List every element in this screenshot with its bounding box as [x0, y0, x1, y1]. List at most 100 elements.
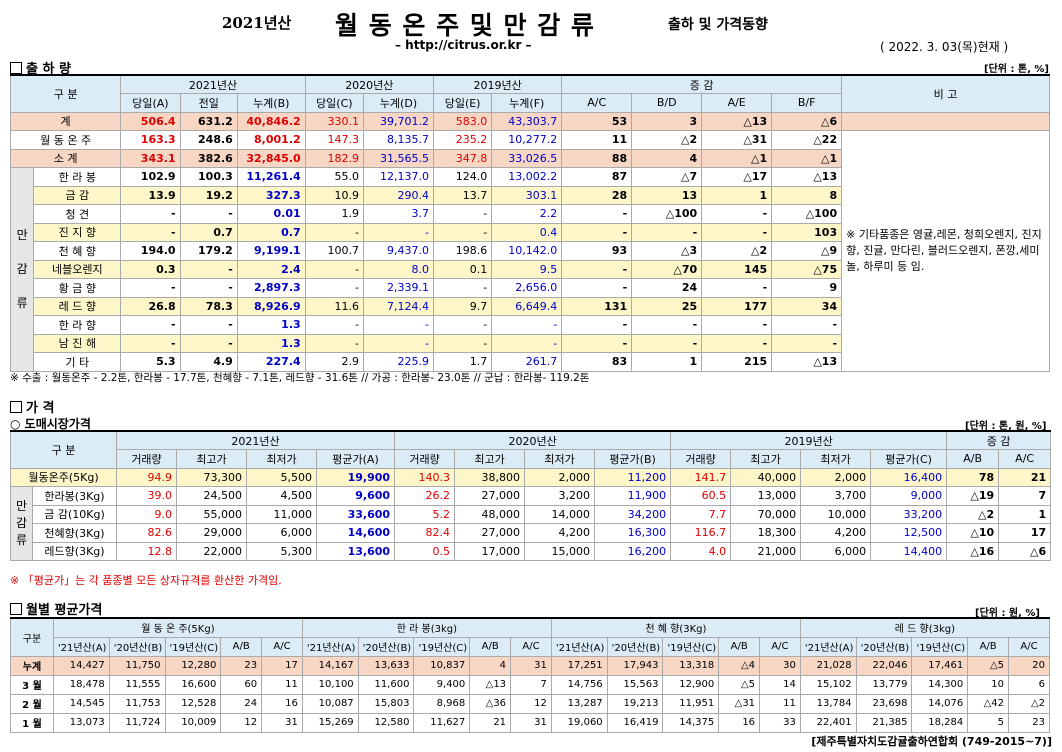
- table-cell: 10: [967, 674, 1010, 695]
- table-cell: 17,251: [550, 655, 608, 676]
- table-cell: 31: [510, 712, 552, 733]
- table-cell: 19,213: [606, 693, 664, 714]
- table-cell: 330.1: [304, 111, 364, 131]
- row-label: 금 감: [33, 185, 122, 205]
- table-cell: 17,943: [606, 655, 664, 676]
- table-cell: 1.3: [236, 315, 306, 335]
- table-cell: 93: [561, 241, 633, 261]
- header-gubun: 구분: [10, 617, 54, 657]
- table-cell: 94.9: [116, 467, 177, 487]
- table-cell: △6: [771, 111, 843, 131]
- table-row: 계 506.4 631.2 40,846.2 330.1 39,701.2 583.0 43,…: [9, 111, 1050, 131]
- header-gubun: 구 분: [9, 74, 122, 113]
- table-cell: -: [491, 333, 563, 353]
- table-cell: 19,900: [315, 467, 396, 487]
- table-cell: 12: [220, 712, 263, 733]
- row-label: 월동온주(5Kg): [10, 467, 117, 487]
- subheader-cell: 누계(D): [362, 93, 434, 113]
- table-cell: -: [179, 204, 238, 224]
- table-cell: 327.3: [236, 185, 306, 205]
- table-cell: △2: [946, 504, 1000, 524]
- subheader-cell: '19년산(C): [413, 636, 471, 657]
- subheader-cell: 당일(E): [432, 93, 493, 113]
- table-cell: 8.0: [362, 259, 434, 279]
- subheader-cell: A/B: [718, 636, 761, 657]
- table-cell: 100.7: [304, 241, 364, 261]
- section-shipment-unit: [단위 : 톤, %]: [984, 64, 1050, 75]
- subheader-cell: B/F: [771, 93, 843, 113]
- table-cell: -: [304, 222, 364, 242]
- table-cell: -: [304, 259, 364, 279]
- table-cell: △3: [631, 241, 703, 261]
- table-cell: 163.3: [120, 130, 181, 150]
- table-cell: 14,000: [524, 504, 596, 524]
- table-cell: 29,000: [176, 523, 247, 543]
- table-cell: 11,724: [108, 712, 166, 733]
- table-cell: 30: [759, 655, 801, 676]
- table-cell: 0.4: [491, 222, 563, 242]
- table-cell: -: [561, 278, 633, 298]
- table-cell: 1.3: [236, 333, 306, 353]
- table-cell: 9,000: [870, 486, 948, 506]
- table-cell: 31,565.5: [362, 148, 434, 168]
- table-cell: -: [771, 315, 843, 335]
- table-cell: 2.2: [491, 204, 563, 224]
- row-label: 천혜향(3Kg): [32, 523, 117, 543]
- subheader-cell: A/C: [561, 93, 633, 113]
- table-cell: 14,167: [301, 655, 359, 676]
- table-cell: 48,000: [454, 504, 526, 524]
- table-cell: 10,837: [413, 655, 471, 676]
- table-cell: △10: [946, 523, 1000, 543]
- table-cell: △31: [701, 130, 773, 150]
- table-cell: 11,555: [108, 674, 166, 695]
- table-cell: 303.1: [491, 185, 563, 205]
- subheader-cell: A/C: [510, 636, 552, 657]
- subheader-cell: 평균가(B): [594, 449, 672, 469]
- table-cell: 506.4: [120, 111, 181, 131]
- table-cell: 14,300: [911, 674, 969, 695]
- table-cell: 225.9: [362, 352, 434, 372]
- subheader-cell: A/C: [261, 636, 303, 657]
- table-cell: 43,303.7: [491, 111, 563, 131]
- table-cell: 147.3: [304, 130, 364, 150]
- header-change: 증 감: [946, 430, 1052, 450]
- table-cell: 31: [510, 655, 552, 676]
- table-row: 3 월 18,478 11,555 16,600 60 11 10,100 11,600 9,4…: [10, 674, 1050, 695]
- table-cell: △9: [771, 241, 843, 261]
- row-label: 3 월: [10, 674, 54, 695]
- table-cell: 10,009: [164, 712, 222, 733]
- table-cell: -: [561, 204, 633, 224]
- subheader-cell: '19년산(C): [662, 636, 720, 657]
- table-cell: 4: [631, 148, 703, 168]
- table-cell: 15,102: [799, 674, 857, 695]
- subheader-cell: '19년산(C): [164, 636, 222, 657]
- row-label: 네블오렌지: [33, 259, 122, 279]
- table-row: 소 계 343.1 382.6 32,845.0 182.9 31,565.5 347.8 3…: [9, 148, 1050, 168]
- row-label: 청 견: [33, 204, 122, 224]
- table-cell: 12: [510, 693, 552, 714]
- table-cell: △4: [718, 655, 761, 676]
- table-cell: 4.9: [179, 352, 238, 372]
- table-cell: 1.7: [432, 352, 493, 372]
- table-cell: 33: [759, 712, 801, 733]
- table-cell: 11.6: [304, 296, 364, 316]
- table-cell: 290.4: [362, 185, 434, 205]
- site-url[interactable]: – http://citrus.or.kr –: [395, 38, 532, 52]
- table-cell: -: [304, 333, 364, 353]
- table-cell: 28: [561, 185, 633, 205]
- table-cell: △75: [771, 259, 843, 279]
- table-cell: 5.2: [394, 504, 456, 524]
- table-cell: 13,633: [357, 655, 415, 676]
- table-cell: 22,401: [799, 712, 857, 733]
- table-cell: 16,300: [594, 523, 672, 543]
- table-cell: 26.2: [394, 486, 456, 506]
- row-label: 한 라 향: [33, 315, 122, 335]
- subheader-cell: '21년산(A): [52, 636, 110, 657]
- table-cell: 382.6: [179, 148, 238, 168]
- table-cell: △6: [998, 541, 1052, 561]
- table-cell: 2,656.0: [491, 278, 563, 298]
- row-label: 한라봉(3Kg): [32, 486, 117, 506]
- header-change: 증 감: [561, 74, 843, 94]
- table-cell: 21: [469, 712, 512, 733]
